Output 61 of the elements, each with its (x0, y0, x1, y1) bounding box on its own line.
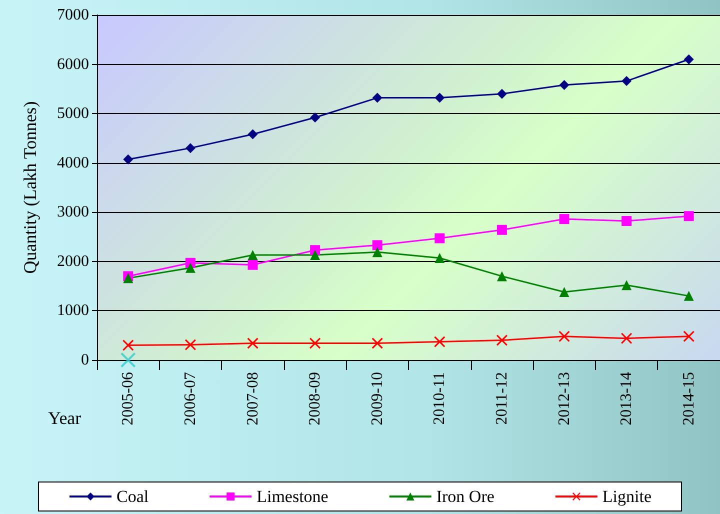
point (185, 143, 196, 154)
y-tick-label: 5000 (57, 105, 89, 122)
point (123, 154, 134, 164)
point (621, 332, 632, 344)
point (684, 54, 694, 64)
point (559, 286, 570, 297)
point (558, 330, 570, 342)
y-tick-label: 0 (81, 352, 89, 368)
point (434, 252, 445, 263)
y-tick-label: 3000 (57, 204, 89, 221)
x-tick-label: 2011-12 (493, 372, 510, 425)
point (434, 92, 445, 103)
point (434, 336, 446, 348)
point (496, 334, 508, 346)
point (622, 280, 632, 290)
x-tick-label: 2009-10 (368, 372, 386, 426)
legend-label: Iron Ore (436, 487, 494, 506)
y-tick-label: 7000 (57, 6, 89, 24)
point (683, 330, 694, 342)
point (310, 338, 321, 349)
y-tick-label: 6000 (57, 56, 89, 73)
x-axis-title: Year (48, 408, 82, 429)
point (185, 262, 196, 273)
x-tick-label: 2007-08 (244, 372, 262, 426)
y-tick-label: 4000 (57, 154, 89, 172)
point (684, 290, 694, 301)
legend-label: Coal (116, 487, 149, 506)
x-tick-label: 2014-15 (680, 372, 698, 426)
x-tick-label: 2010-11 (431, 372, 448, 425)
point (559, 214, 570, 224)
point (496, 271, 507, 282)
y-tick-label: 1000 (57, 302, 89, 320)
point (248, 250, 258, 260)
point (120, 352, 136, 368)
point (248, 260, 258, 270)
point (622, 216, 632, 226)
point (372, 92, 382, 103)
point (310, 112, 320, 123)
point (684, 211, 694, 222)
point (622, 76, 632, 86)
x-tick-label: 2008-09 (306, 372, 324, 426)
point (372, 247, 382, 258)
legend-label: Lignite (602, 487, 652, 506)
y-axis-title: Quantity (Lakh Tonnes) (20, 101, 40, 274)
point (248, 129, 258, 140)
point (434, 233, 445, 244)
point (559, 80, 570, 90)
legend-label: Limestone (256, 487, 328, 506)
point (310, 250, 320, 260)
point (247, 338, 258, 349)
x-tick-label: 2005-06 (120, 372, 137, 426)
point (496, 88, 507, 99)
point (496, 224, 507, 235)
point (372, 240, 382, 250)
point (372, 338, 383, 349)
y-tick-label: 2000 (57, 252, 89, 270)
x-tick-label: 2013-14 (618, 372, 636, 426)
x-tick-label: 2006-07 (182, 372, 199, 426)
point (184, 339, 196, 350)
point (122, 340, 134, 351)
x-tick-label: 2012-13 (556, 372, 573, 426)
